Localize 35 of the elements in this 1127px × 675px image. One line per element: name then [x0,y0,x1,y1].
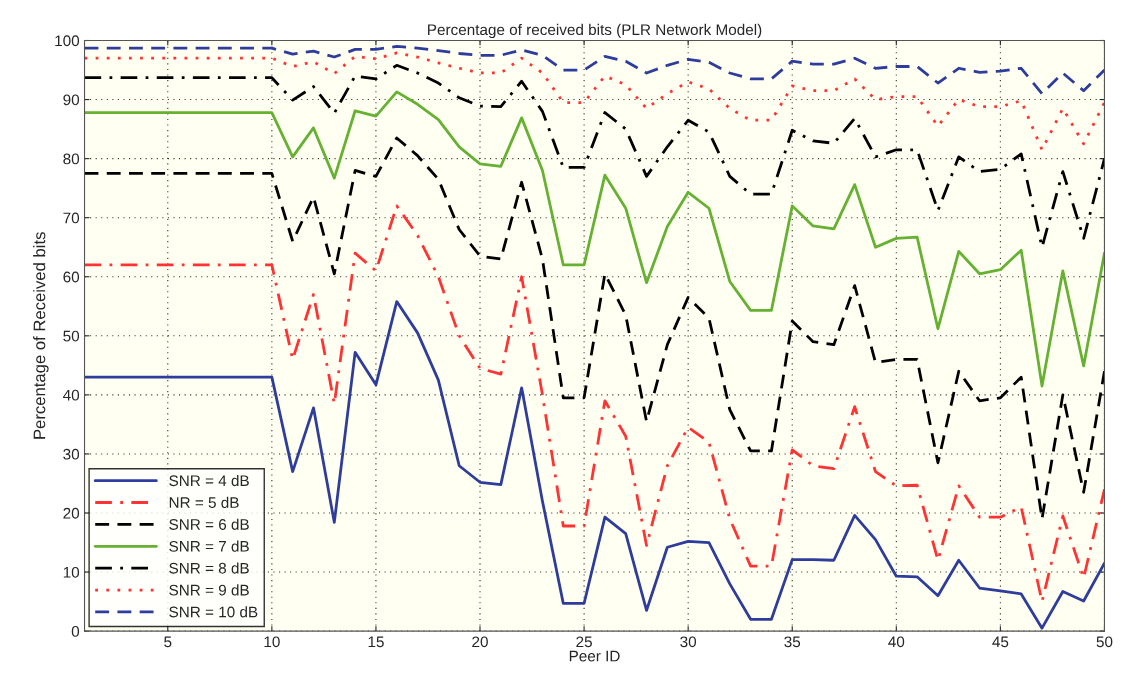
y-tick-label: 30 [63,448,80,460]
legend-label: SNR = 6 dB [169,518,249,530]
line-series [84,90,1105,388]
line-series [84,204,1105,603]
legend-label: SNR = 8 dB [169,562,249,574]
x-axis-title: Peer ID [569,650,620,662]
y-tick-label: 20 [63,507,80,519]
y-axis-title: Percentage of Received bits [33,232,49,439]
y-tick-label: 50 [63,330,80,342]
y-tick-label: 80 [63,153,80,165]
line-series [84,45,1105,96]
legend-label: NR = 5 dB [169,496,239,509]
legend-label: SNR = 4 dB [169,474,249,487]
x-tick-label: 5 [164,636,172,648]
y-tick-label: 100 [55,35,80,47]
y-tick-label: 60 [63,271,80,283]
x-tick-label: 25 [576,636,592,648]
legend-label: SNR = 7 dB [169,540,249,552]
legend-label: SNR = 10 dB [169,606,258,618]
y-tick-label: 90 [63,94,80,106]
x-tick-label: 30 [680,636,697,648]
y-tick-label: 40 [63,389,80,401]
x-tick-label: 15 [368,636,384,648]
x-tick-label: 10 [264,636,280,648]
legend-label: SNR = 9 dB [169,584,249,596]
line-series [84,51,1105,152]
y-tick-label: 0 [71,625,80,637]
y-tick-label: 70 [63,212,80,224]
x-tick-label: 35 [784,636,801,648]
x-tick-label: 20 [472,636,488,648]
x-tick-label: 40 [888,636,905,648]
x-tick-label: 45 [992,636,1009,648]
y-tick-label: 10 [63,566,80,578]
chart-title: Percentage of received bits (PLR Network Model) [428,23,762,39]
x-tick-label: 50 [1096,636,1113,648]
